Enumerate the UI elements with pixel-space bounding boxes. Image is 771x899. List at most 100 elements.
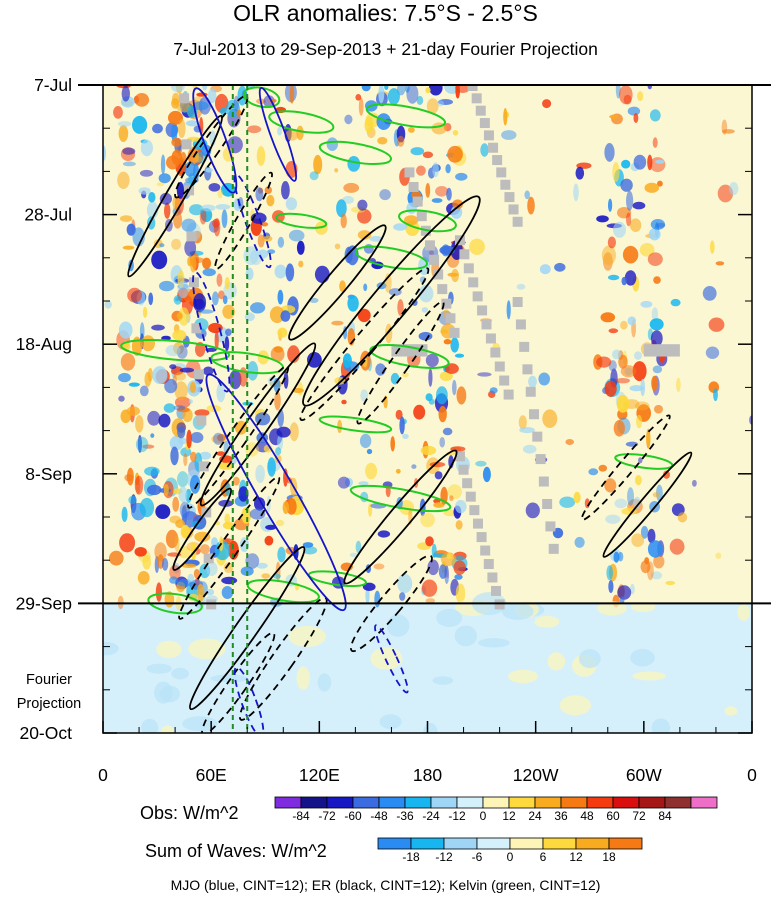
- olr-anomaly-patch: [269, 306, 285, 324]
- er-contour: [189, 546, 306, 711]
- olr-anomaly-patch: [202, 85, 208, 91]
- olr-anomaly-patch: [155, 504, 171, 519]
- olr-anomaly-patch: [444, 577, 450, 583]
- olr-anomaly-patch: [296, 240, 305, 255]
- olr-anomaly-patch: [147, 410, 161, 426]
- olr-anomaly-patch: [432, 162, 439, 178]
- olr-anomaly-patch: [640, 378, 646, 397]
- olr-anomaly-patch: [104, 300, 112, 309]
- chart-subtitle: 7-Jul-2013 to 29-Sep-2013 + 21-day Fouri…: [173, 39, 598, 59]
- mjo-contour: [233, 666, 265, 733]
- olr-anomaly-patch: [255, 187, 264, 202]
- waves-colorbar-swatch: [410, 837, 445, 850]
- olr-anomaly-patch: [421, 579, 438, 597]
- olr-anomaly-patch: [365, 462, 378, 480]
- olr-anomaly-patch: [416, 165, 426, 176]
- olr-anomaly-patch: [170, 85, 185, 93]
- olr-anomaly-patch: [648, 228, 661, 241]
- olr-anomaly-patch: [214, 540, 231, 561]
- olr-anomaly-patch: [177, 426, 186, 439]
- missing-data-cell: [198, 461, 209, 472]
- olr-anomaly-patch: [155, 582, 162, 602]
- olr-anomaly-patch: [307, 352, 322, 368]
- olr-anomaly-patch: [169, 364, 177, 370]
- olr-anomaly-patch: [450, 337, 460, 353]
- waves-colorbar-swatch: [575, 837, 610, 850]
- olr-anomaly-patch: [349, 552, 359, 558]
- missing-data-cell: [191, 323, 202, 334]
- olr-anomaly-patch: [176, 312, 183, 319]
- olr-anomaly-patch: [633, 154, 647, 170]
- missing-data-cell: [480, 545, 491, 556]
- olr-anomaly-patch: [406, 85, 419, 104]
- olr-anomaly-patch: [632, 361, 647, 382]
- olr-anomaly-patch: [447, 272, 459, 277]
- olr-anomaly-patch: [539, 264, 551, 275]
- olr-anomaly-patch: [249, 508, 266, 520]
- obs-colorbar-swatch: [586, 796, 614, 809]
- olr-anomaly-patch: [177, 471, 189, 488]
- olr-anomaly-patch: [224, 513, 231, 525]
- olr-anomaly-patch: [455, 499, 467, 514]
- olr-anomaly-patch: [140, 139, 153, 157]
- olr-anomaly-patch: [261, 235, 273, 242]
- olr-anomaly-patch: [420, 445, 437, 456]
- olr-anomaly-patch: [196, 583, 205, 602]
- olr-anomaly-patch: [192, 101, 209, 111]
- olr-anomaly-patch: [362, 582, 376, 591]
- olr-anomaly-patch: [715, 261, 725, 266]
- projection-patch: [534, 615, 560, 628]
- olr-anomaly-patch: [418, 284, 434, 303]
- obs-colorbar-tick-label: 60: [606, 809, 620, 823]
- olr-anomaly-patch: [142, 306, 148, 318]
- olr-anomaly-patch: [178, 486, 188, 503]
- projection-label: Projection: [17, 696, 81, 712]
- olr-anomaly-patch: [357, 230, 372, 240]
- olr-anomaly-patch: [624, 270, 637, 286]
- olr-anomaly-patch: [173, 211, 183, 229]
- y-tick-label: 29-Sep: [16, 593, 72, 613]
- projection-patch: [423, 722, 438, 733]
- er-contour: [187, 364, 290, 509]
- missing-data-cell: [500, 179, 511, 190]
- olr-anomaly-patch: [607, 236, 617, 249]
- olr-anomaly-patch: [282, 501, 289, 514]
- footer-note: MJO (blue, CINT=12); ER (black, CINT=12)…: [170, 877, 601, 893]
- missing-data-cell: [479, 118, 490, 129]
- olr-anomaly-patch: [289, 422, 299, 442]
- obs-colorbar-tick-label: -12: [448, 809, 466, 823]
- missing-data-cell: [499, 375, 510, 386]
- olr-anomaly-patch: [121, 506, 128, 522]
- olr-anomaly-patch: [334, 243, 341, 250]
- olr-anomaly-patch: [588, 468, 599, 476]
- olr-anomaly-patch: [629, 385, 644, 392]
- olr-anomaly-patch: [215, 204, 231, 210]
- olr-anomaly-patch: [202, 257, 212, 269]
- olr-anomaly-patch: [516, 283, 526, 290]
- olr-anomaly-patch: [120, 409, 131, 424]
- x-tick-label: 180: [413, 765, 442, 785]
- projection-patch: [296, 666, 310, 690]
- x-tick-label: 0: [98, 765, 108, 785]
- olr-anomaly-patch: [613, 221, 626, 238]
- olr-anomaly-patch: [216, 451, 226, 456]
- olr-anomaly-patch: [148, 292, 154, 306]
- olr-anomaly-patch: [629, 218, 642, 232]
- er-contour: [302, 195, 481, 407]
- olr-anomaly-patch: [425, 353, 439, 368]
- olr-anomaly-patch: [118, 372, 131, 383]
- er-contour: [343, 449, 458, 585]
- y-tick-label: 18-Aug: [16, 334, 72, 354]
- olr-anomaly-patch: [418, 331, 433, 341]
- olr-anomaly-patch: [618, 354, 628, 369]
- projection-label: Fourier: [26, 672, 72, 688]
- missing-data-cell: [472, 291, 483, 302]
- olr-anomaly-patch: [138, 187, 151, 195]
- olr-anomaly-patch: [135, 436, 149, 453]
- olr-anomaly-patch: [431, 543, 437, 558]
- olr-anomaly-patch: [190, 432, 204, 443]
- obs-colorbar-swatch: [690, 796, 718, 809]
- projection-patch: [154, 681, 173, 704]
- olr-anomaly-patch: [173, 295, 182, 305]
